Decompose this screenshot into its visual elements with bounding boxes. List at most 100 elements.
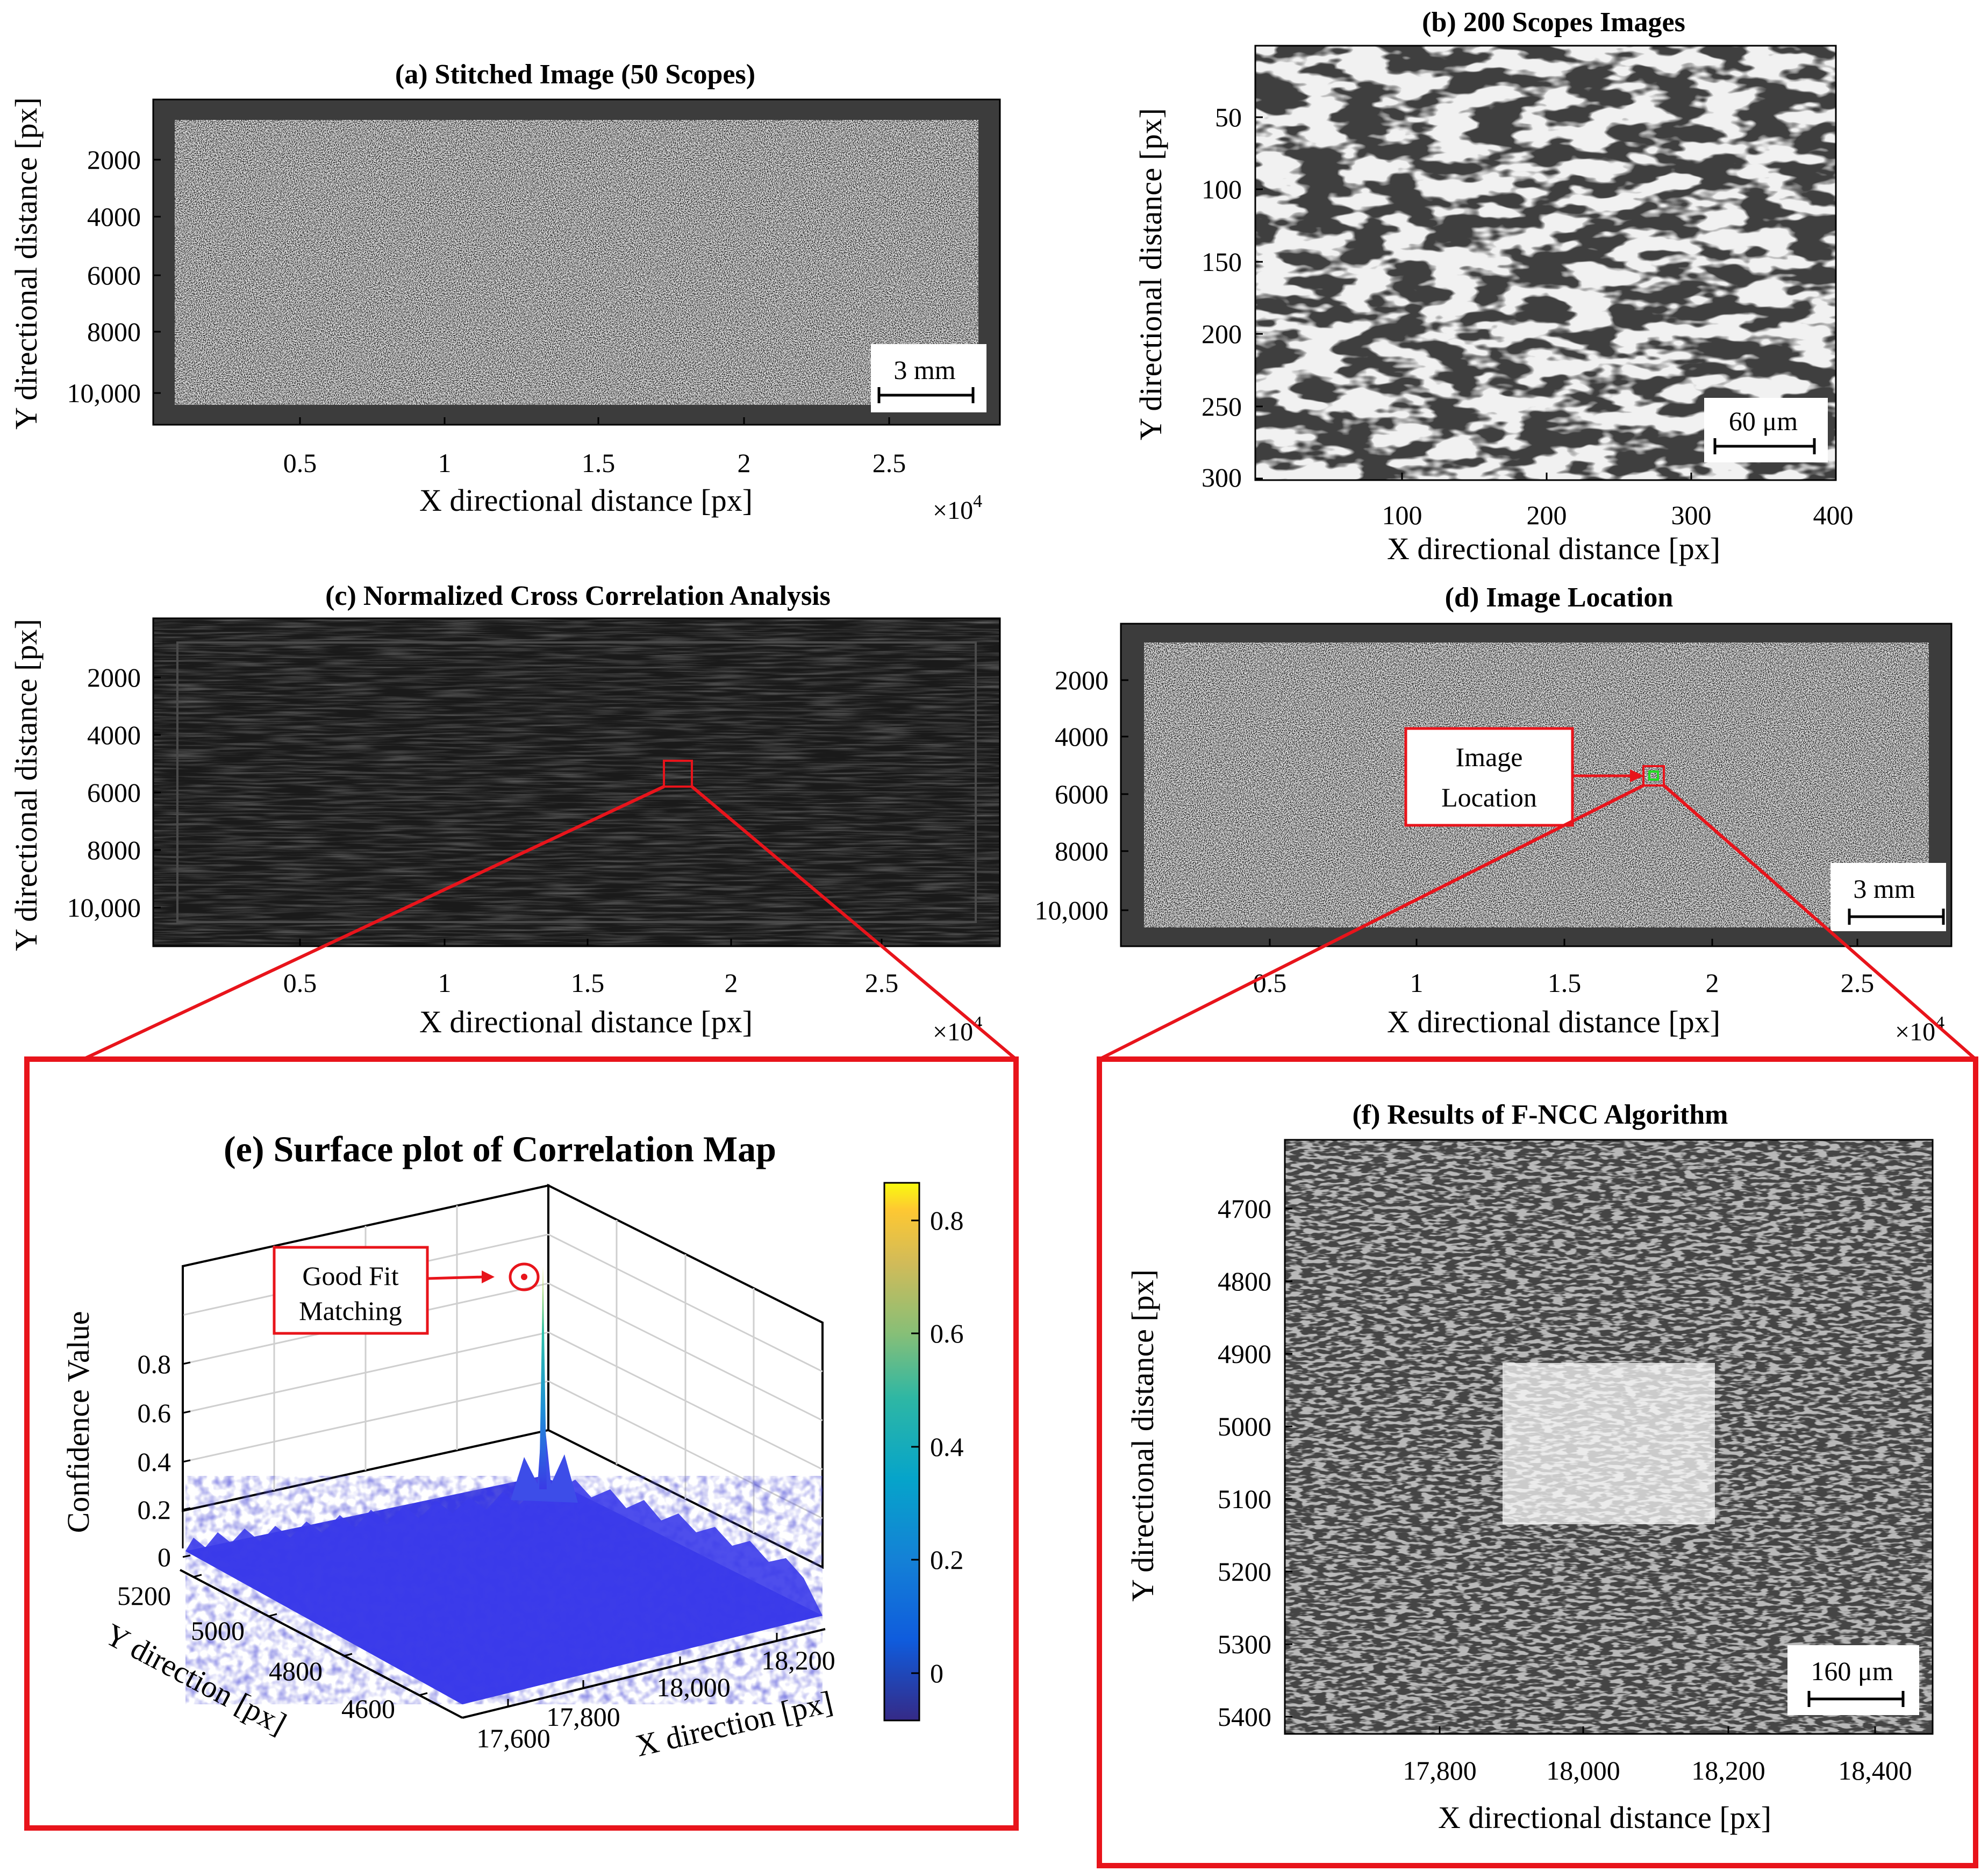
panel-e-colorbar-tick: 0	[930, 1658, 943, 1688]
panel-e-peak	[539, 1266, 547, 1489]
panel-b-xlabel: X directional distance [px]	[1387, 531, 1720, 566]
panel-f-ytick: 5300	[1218, 1629, 1271, 1659]
zoom-line-e-left	[82, 785, 665, 1061]
panel-f-ylabel: Y directional distance [px]	[1125, 1269, 1160, 1602]
panel-b-scalebar-box	[1704, 398, 1828, 462]
panel-e-surface-jagged	[185, 1476, 823, 1704]
panel-c-multiplier: ×104	[933, 1013, 982, 1046]
panel-c-title: (c) Normalized Cross Correlation Analysi…	[325, 581, 831, 611]
panel-b-ylabel: Y directional distance [px]	[1133, 108, 1168, 440]
panel-b-scalebar-label: 60 μm	[1729, 406, 1798, 436]
panel-d-ytick: 2000	[1055, 665, 1109, 695]
panel-b-xtick: 300	[1671, 500, 1712, 530]
panel-b-ytick: 300	[1202, 462, 1242, 492]
panel-f-ytick: 5400	[1218, 1702, 1271, 1732]
panel-e-annotation-arrow	[427, 1275, 484, 1280]
panel-e-ztick: 0.4	[138, 1447, 171, 1477]
panel-a-xtick: 2.5	[873, 448, 906, 478]
panel-c-peak-marker	[663, 760, 693, 788]
panel-c-xtick: 2.5	[865, 968, 899, 998]
panel-e-ytick: 4800	[269, 1656, 323, 1686]
panel-e-frame	[24, 1056, 1019, 1831]
panel-e: (e) Surface plot of Correlation Map	[24, 1056, 1019, 1831]
panel-e-ytick: 5200	[117, 1581, 171, 1611]
panel-d-arrowhead	[1630, 769, 1644, 782]
panel-b-scalebar	[1713, 438, 1816, 454]
panel-d-title: (d) Image Location	[1445, 582, 1674, 613]
panel-d-ytick: 4000	[1055, 722, 1109, 752]
panel-b-ytick: 50	[1215, 102, 1242, 132]
panel-f-matched-region	[1503, 1363, 1715, 1524]
panel-c-ticks	[153, 676, 883, 946]
panel-e-y-axis	[180, 1569, 463, 1719]
panel-e-xy-ticks	[193, 1574, 778, 1707]
panel-a-xtick: 2	[738, 448, 751, 478]
panel-f-title: (f) Results of F-NCC Algorithm	[1352, 1099, 1728, 1130]
panel-f: (f) Results of F-NCC Algorithm 17,800 18…	[1097, 1056, 1978, 1868]
panel-d-xtick: 2	[1706, 968, 1719, 998]
panel-e-peak-dot	[521, 1274, 527, 1280]
panel-d-match-box	[1648, 770, 1659, 781]
panel-c: (c) Normalized Cross Correlation Analysi…	[9, 581, 1001, 1046]
panel-e-arrowhead	[482, 1270, 495, 1283]
panel-e-colorbar	[883, 1182, 920, 1722]
zoom-line-f-left	[1098, 784, 1644, 1061]
panel-f-ytick: 5000	[1218, 1411, 1271, 1441]
panel-b-ytick: 100	[1202, 174, 1242, 204]
panel-d-xtick: 2.5	[1841, 968, 1875, 998]
panel-d-xlabel: X directional distance [px]	[1387, 1004, 1720, 1039]
panel-a-ytick: 6000	[87, 260, 141, 290]
panel-b-ticks	[1255, 116, 1837, 480]
panel-f-ytick: 4700	[1218, 1194, 1271, 1224]
panel-a-ytick: 4000	[87, 202, 141, 232]
panel-a-multiplier: ×104	[933, 491, 982, 525]
zoom-line-e-right	[691, 785, 1017, 1061]
panel-a-ylabel: Y directional distance [px]	[9, 97, 44, 430]
panel-f-xlabel: X directional distance [px]	[1438, 1800, 1771, 1835]
panel-b-ytick: 200	[1202, 319, 1242, 349]
panel-b-xtick: 100	[1382, 500, 1422, 530]
panel-f-axes-box	[1284, 1139, 1934, 1735]
panel-b-ytick: 250	[1202, 391, 1242, 422]
panel-a-scalebar-label: 3 mm	[893, 355, 955, 385]
panel-c-ytick: 8000	[87, 835, 141, 865]
zoom-line-f-right	[1663, 784, 1977, 1061]
panel-c-xtick: 0.5	[283, 968, 317, 998]
panel-a-ytick: 10,000	[67, 378, 141, 408]
panel-a-xtick: 1	[438, 448, 452, 478]
panel-c-ylabel: Y directional distance [px]	[9, 619, 44, 951]
panel-a-scalebar-box	[871, 344, 986, 412]
panel-d-ticks	[1121, 679, 1858, 946]
panel-d-scalebar	[1848, 909, 1945, 925]
panel-f-ytick: 4900	[1218, 1339, 1271, 1369]
panel-d-scalebar-label: 3 mm	[1853, 874, 1915, 904]
panel-e-colorbar-ticks	[911, 1219, 919, 1674]
panel-e-colorbar-tick: 0.4	[930, 1432, 964, 1462]
panel-c-specimen-edge	[176, 641, 977, 923]
panel-e-xtick: 18,000	[656, 1672, 731, 1702]
panel-d-xtick: 1	[1410, 968, 1424, 998]
panel-c-ytick: 6000	[87, 777, 141, 808]
panel-e-ztick: 0.2	[138, 1495, 171, 1525]
panel-f-ytick: 4800	[1218, 1266, 1271, 1296]
panel-f-scalebar-label: 160 μm	[1811, 1656, 1893, 1686]
panel-b-title: (b) 200 Scopes Images	[1422, 7, 1685, 38]
panel-b-axes-box	[1254, 45, 1837, 481]
panel-e-annotation-line2: Matching	[299, 1296, 402, 1326]
panel-c-xtick: 1.5	[571, 968, 605, 998]
panel-e-ytick: 4600	[341, 1694, 395, 1724]
panel-f-xtick: 17,800	[1403, 1755, 1477, 1786]
panel-b-xtick: 200	[1527, 500, 1567, 530]
panel-e-xtick: 17,800	[546, 1702, 620, 1732]
panel-d-xtick: 1.5	[1548, 968, 1582, 998]
panel-a-texture	[175, 120, 978, 405]
panel-a-ticks	[153, 159, 890, 425]
panel-a-xtick: 1.5	[582, 448, 616, 478]
panel-f-xtick: 18,000	[1546, 1755, 1620, 1786]
panel-d-annotation-line2: Location	[1441, 782, 1537, 812]
panel-e-ytick: 5000	[191, 1616, 245, 1646]
panel-c-xlabel: X directional distance [px]	[419, 1004, 753, 1039]
panel-a-xtick: 0.5	[283, 448, 317, 478]
panel-e-colorbar-tick: 0.2	[930, 1545, 964, 1575]
panel-d-axes-box	[1120, 623, 1953, 947]
